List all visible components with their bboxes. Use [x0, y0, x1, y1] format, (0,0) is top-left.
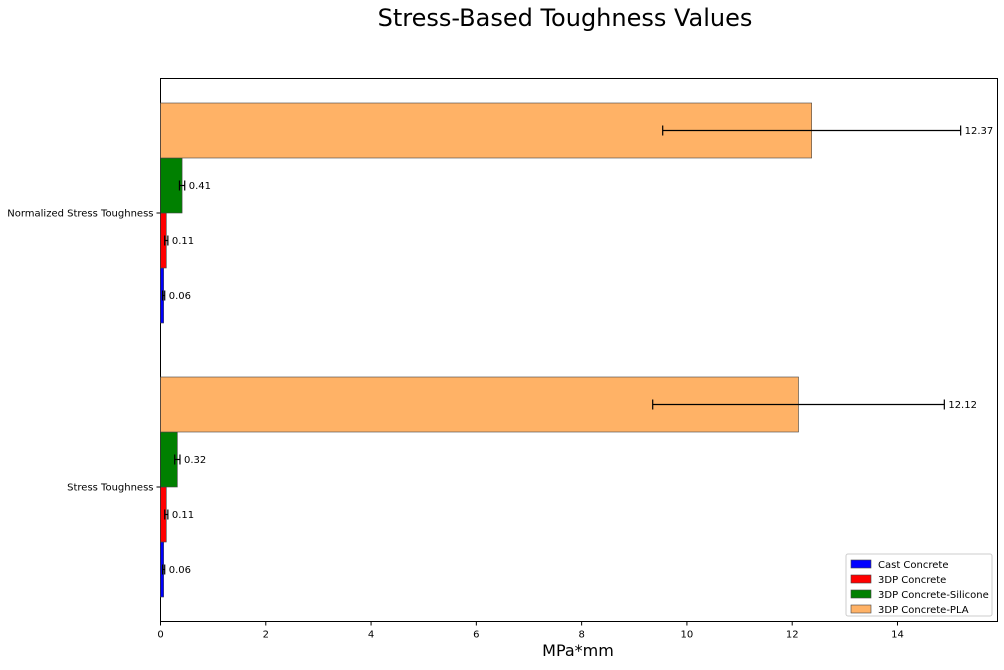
- error-bar: [174, 454, 181, 465]
- legend: Cast Concrete 3DP Concrete 3DP Concrete-Si…: [845, 553, 993, 617]
- x-tick-label: 12: [786, 630, 799, 641]
- data-label: 12.37: [965, 126, 994, 137]
- legend-item: Cast Concrete: [850, 559, 948, 571]
- error-bar: [662, 125, 962, 136]
- data-label: 0.32: [184, 455, 206, 466]
- y-axis: Normalized Stress Toughness Stress Toughn…: [7, 209, 161, 494]
- legend-item: 3DP Concrete: [850, 574, 946, 586]
- legend-item: 3DP Concrete-PLA: [850, 604, 969, 616]
- x-tick-label: 0: [157, 630, 163, 641]
- bars-layer: [160, 102, 812, 598]
- data-label: 12.12: [948, 400, 977, 411]
- x-tick-label: 2: [263, 630, 269, 641]
- error-bar: [652, 399, 945, 410]
- data-label: 0.06: [169, 291, 191, 302]
- x-tick-label: 8: [578, 630, 584, 641]
- data-label: 0.11: [172, 510, 194, 521]
- error-bar: [162, 290, 166, 301]
- y-tick-label: Normalized Stress Toughness: [7, 209, 153, 220]
- legend-label: 3DP Concrete-Silicone: [878, 590, 989, 601]
- error-bar: [162, 564, 166, 575]
- plot-area: [160, 78, 998, 622]
- chart-title: Stress-Based Toughness Values: [378, 4, 753, 32]
- error-bar: [164, 235, 169, 246]
- legend-label: Cast Concrete: [878, 560, 948, 571]
- x-axis: 0 2 4 6 8 10 12 14: [157, 621, 904, 641]
- error-bars-layer: [162, 125, 962, 575]
- data-labels-layer: 0.06 0.11 0.41 12.37 0.06 0.11 0.32 12.12: [169, 126, 994, 576]
- data-label: 0.11: [172, 236, 194, 247]
- error-bar: [178, 180, 186, 191]
- error-bar: [164, 509, 169, 520]
- y-tick-label: Stress Toughness: [67, 483, 153, 494]
- x-tick-label: 14: [891, 630, 904, 641]
- bar-normalized-2: [160, 157, 183, 214]
- x-tick-label: 4: [368, 630, 374, 641]
- legend-label: 3DP Concrete: [878, 575, 946, 586]
- x-axis-label: MPa*mm: [542, 641, 614, 660]
- legend-label: 3DP Concrete-PLA: [878, 605, 969, 616]
- legend-item: 3DP Concrete-Silicone: [850, 589, 989, 601]
- x-tick-label: 6: [473, 630, 479, 641]
- x-tick-label: 10: [681, 630, 694, 641]
- data-label: 0.41: [189, 181, 211, 192]
- data-label: 0.06: [169, 565, 191, 576]
